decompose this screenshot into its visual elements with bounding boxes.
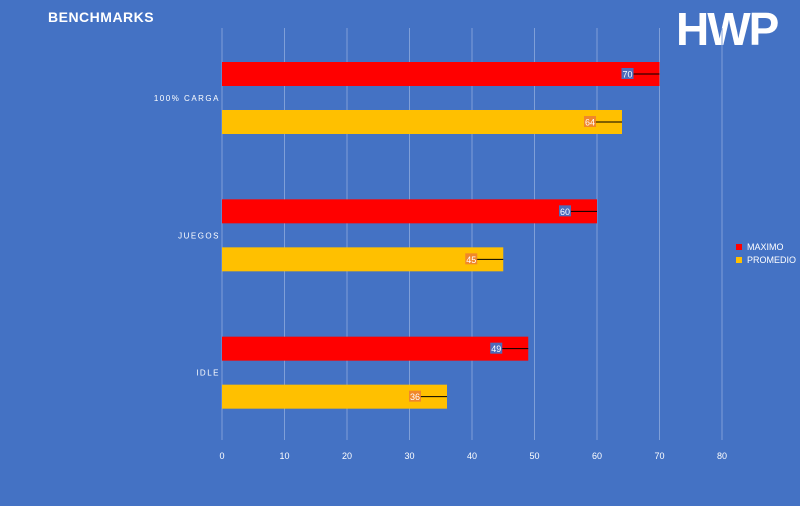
data-label: 45 [466,255,476,265]
data-label-box [621,68,634,79]
data-label: 64 [585,118,595,128]
legend-item-maximo: MAXIMO [736,240,796,253]
bar-promedio [222,110,622,134]
data-label: 60 [560,207,570,217]
x-tick-label: 60 [592,451,602,461]
legend-swatch-promedio [736,256,742,263]
bar-promedio [222,247,504,272]
x-tick-label: 20 [342,451,352,461]
legend-item-promedio: PROMEDIO [736,253,796,266]
bar-maximo [222,336,529,361]
category-label: JUEGOS [178,231,220,240]
x-tick-label: 70 [654,451,664,461]
data-label-box [559,205,571,217]
legend-swatch-maximo [736,243,742,250]
data-label: 36 [410,392,420,402]
x-tick-label: 0 [219,451,224,461]
data-label: 70 [622,70,632,80]
data-label-box [409,390,421,402]
x-tick-label: 30 [404,451,414,461]
hwp-logo: HWP [676,3,779,55]
category-label: IDLE [196,369,220,378]
legend: MAXIMO PROMEDIO [736,240,796,266]
x-tick-label: 10 [279,451,289,461]
legend-label-maximo: MAXIMO [747,241,784,252]
data-label-box [465,253,478,265]
data-label-box [584,116,596,127]
legend-label-promedio: PROMEDIO [747,254,797,265]
x-tick-label: 80 [717,451,727,461]
bar-maximo [222,62,660,86]
x-tick-label: 50 [529,451,539,461]
data-label: 49 [491,344,501,354]
x-tick-label: 40 [467,451,477,461]
chart-title: BENCHMARKS [48,9,155,25]
category-label: 100% CARGA [154,94,220,103]
data-label-box [490,342,503,354]
bar-maximo [222,199,597,224]
